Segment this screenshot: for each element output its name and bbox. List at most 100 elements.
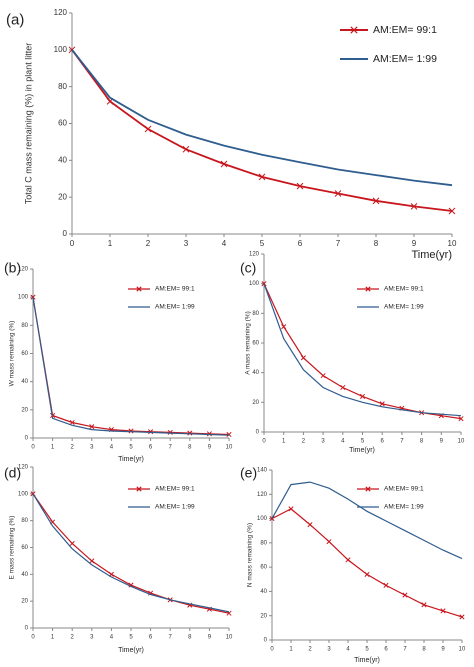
data-point-marker — [345, 557, 351, 563]
y-tick-label: 40 — [252, 370, 259, 376]
x-tick-label: 1 — [108, 239, 113, 248]
series-line-1 — [32, 297, 230, 436]
y-tick-label: 120 — [54, 8, 68, 17]
x-axis-label: Time(yr) — [354, 657, 380, 664]
y-axis-label: N mass remaining (%) — [247, 523, 254, 587]
y-tick-label: 40 — [58, 155, 67, 164]
x-tick-label: 0 — [70, 239, 75, 248]
x-tick-label: 0 — [31, 634, 35, 640]
x-tick-label: 5 — [129, 444, 133, 450]
x-tick-label: 1 — [51, 634, 55, 640]
legend-label: AM:EM= 99:1 — [384, 286, 424, 293]
data-point-marker — [220, 160, 228, 168]
panel-label: (c) — [240, 259, 256, 275]
y-tick-label: 120 — [257, 492, 268, 498]
x-tick-label: 4 — [110, 444, 114, 450]
y-tick-label: 80 — [252, 311, 259, 317]
panel-label: (d) — [4, 464, 21, 480]
data-point-marker — [187, 430, 193, 436]
x-tick-label: 10 — [458, 438, 465, 444]
x-tick-label: 1 — [289, 646, 293, 652]
x-axis-label: Time(yr) — [118, 456, 144, 463]
legend-label: AM:EM= 1:99 — [155, 504, 195, 511]
panel-label: (a) — [6, 11, 24, 28]
legend-label: AM:EM= 99:1 — [155, 286, 195, 293]
data-point-marker — [340, 384, 346, 391]
y-tick-label: 0 — [25, 626, 29, 632]
series-line-1 — [32, 493, 230, 613]
panel-label: (b) — [4, 259, 21, 275]
series-line-1 — [263, 283, 462, 417]
x-tick-label: 3 — [90, 444, 94, 450]
y-tick-label: 60 — [260, 565, 267, 571]
data-point-marker — [69, 540, 75, 547]
data-point-marker — [148, 429, 154, 435]
x-tick-label: 9 — [208, 634, 212, 640]
data-point-marker — [261, 281, 267, 287]
series-line-1 — [271, 481, 463, 560]
chart-panel-3: (d) 0 20 40 60 80 100 120 0 1 2 3 4 5 6 7 8 9 10 E mass rem… — [4, 464, 233, 654]
x-tick-label: 10 — [226, 634, 233, 640]
x-axis-label: Time(yr) — [411, 249, 452, 261]
y-tick-label: 100 — [249, 281, 260, 287]
legend-marker — [350, 26, 358, 34]
x-tick-label: 5 — [361, 438, 365, 444]
data-point-marker — [448, 207, 456, 215]
x-tick-label: 4 — [222, 239, 227, 248]
legend-label: AM:EM= 1:99 — [384, 304, 424, 311]
chart-panel-2: (c) 0 20 40 60 80 100 120 0 1 2 3 4 5 6 7 8 9 10 A mass rem… — [240, 252, 465, 454]
x-tick-label: 6 — [149, 444, 153, 450]
y-tick-label: 80 — [58, 82, 67, 91]
data-point-marker — [326, 539, 332, 545]
data-point-marker — [440, 608, 446, 614]
data-point-marker — [364, 571, 370, 577]
legend-marker — [136, 486, 142, 492]
y-axis-label: E mass remaining (%) — [9, 516, 16, 580]
legend-label: AM:EM= 1:99 — [384, 504, 424, 511]
series-line-0 — [71, 49, 453, 212]
x-tick-label: 5 — [365, 646, 369, 652]
data-point-marker — [128, 428, 134, 434]
chart-panel-0: (a) 0 20 40 60 80 100 120 0 1 2 3 4 5 6 7 8 9 10 Total C ma… — [6, 8, 457, 261]
legend-label: AM:EM= 1:99 — [155, 304, 195, 311]
data-point-marker — [402, 592, 408, 598]
y-tick-label: 100 — [18, 295, 29, 301]
data-point-marker — [359, 393, 366, 399]
y-tick-label: 80 — [21, 323, 28, 329]
x-tick-label: 9 — [412, 239, 417, 248]
y-tick-label: 100 — [54, 45, 68, 54]
series-line-0 — [263, 283, 462, 420]
data-point-marker — [288, 506, 294, 512]
x-tick-label: 10 — [226, 444, 233, 450]
legend-marker — [365, 286, 371, 292]
x-tick-label: 4 — [110, 634, 114, 640]
series-line-0 — [32, 493, 230, 614]
x-tick-label: 7 — [169, 444, 173, 450]
data-point-marker — [296, 182, 304, 190]
legend-label: AM:EM= 99:1 — [155, 486, 195, 493]
y-tick-label: 20 — [21, 407, 28, 413]
x-tick-label: 4 — [346, 646, 350, 652]
legend-label: AM:EM= 1:99 — [373, 53, 437, 65]
data-point-marker — [281, 324, 287, 330]
x-tick-label: 0 — [31, 444, 35, 450]
y-tick-label: 0 — [264, 638, 268, 644]
series-line-1 — [71, 49, 453, 187]
y-tick-label: 0 — [25, 436, 29, 442]
y-tick-label: 60 — [21, 351, 28, 357]
y-tick-label: 20 — [58, 192, 67, 201]
x-tick-label: 6 — [298, 239, 303, 248]
x-tick-label: 3 — [184, 239, 189, 248]
y-tick-label: 80 — [260, 540, 267, 546]
x-tick-label: 2 — [308, 646, 312, 652]
y-tick-label: 80 — [21, 518, 28, 524]
x-tick-label: 6 — [381, 438, 385, 444]
y-tick-label: 100 — [18, 491, 29, 497]
y-axis-label: W mass remaining (%) — [9, 321, 16, 387]
x-tick-label: 7 — [400, 438, 404, 444]
data-point-marker — [320, 373, 326, 379]
x-tick-label: 8 — [420, 438, 424, 444]
data-point-marker — [421, 602, 427, 608]
x-tick-label: 10 — [459, 646, 466, 652]
